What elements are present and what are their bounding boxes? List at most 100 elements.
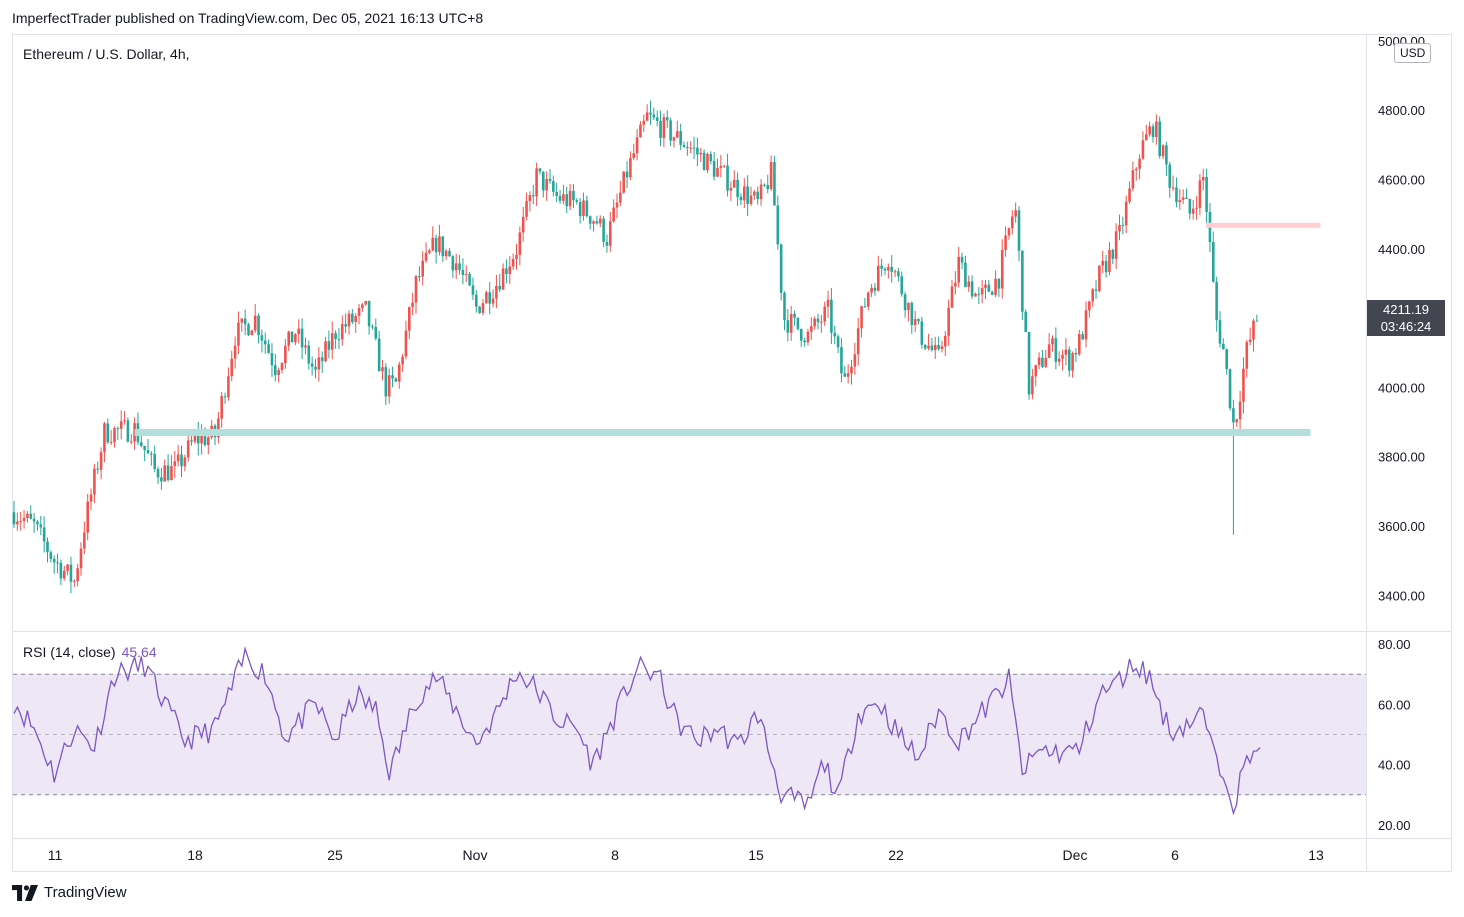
candle-body [434,237,438,253]
candle-body [572,190,575,201]
rsi-legend[interactable]: RSI (14, close) 45.64 [23,644,157,660]
candle-body [170,466,173,481]
candle-body [103,423,106,453]
candle-body [1091,289,1094,302]
candle-body [726,165,729,191]
candle-body [1078,334,1081,355]
candle-body [753,191,756,196]
candle-body [347,313,351,327]
candle-body [686,147,689,149]
candle-body [96,468,100,470]
candle-body [1104,260,1108,273]
candle-body [552,181,555,192]
candle-body [990,291,994,295]
pane-divider[interactable] [12,631,1452,632]
last-price-value: 4211.19 [1382,302,1430,317]
candle-body [987,284,991,292]
candle-body [538,168,542,172]
candle-body [310,363,314,367]
candle-body [290,331,294,343]
candle-body [595,221,599,224]
candle-body [1148,126,1151,135]
candle-body [401,356,404,365]
candle-body [1037,357,1041,366]
candle-body [230,358,234,377]
candle-body [954,282,957,287]
candle-body [1255,320,1259,322]
candle-body [652,114,656,118]
candle-body [729,187,733,191]
candle-body [960,256,964,263]
candle-body [341,324,344,340]
candle-body [1178,199,1182,203]
chart-frame [12,34,1452,872]
candle-body [240,318,244,323]
candle-body [649,112,652,115]
candle-body [699,152,703,155]
footer-branding[interactable]: TradingView [12,884,127,901]
time-tick-label: 13 [1308,847,1324,863]
candle-body [1188,198,1192,214]
price-tick-label: 4400.00 [1378,242,1425,257]
candle-body [1114,231,1118,259]
candle-body [1094,289,1098,291]
candle-body [190,440,193,442]
currency-badge[interactable]: USD [1394,43,1432,63]
candle-body [36,521,39,525]
rsi-tick-label: 60.00 [1378,697,1411,712]
candle-body [227,376,230,398]
candle-body [602,218,605,242]
candle-body [521,216,525,233]
candle-body [374,326,378,339]
candle-body [93,468,96,495]
candle-body [542,171,545,191]
candle-body [364,300,368,305]
candle-body [300,328,304,348]
candle-body [944,335,947,347]
candle-body [408,307,411,331]
candle-body [424,252,428,261]
candle-body [1191,208,1195,214]
candle-body [682,144,686,148]
candle-body [749,195,753,205]
candle-body [1128,188,1131,202]
candle-body [505,268,508,275]
candle-body [397,364,401,382]
candle-body [418,276,421,278]
candle-body [639,124,642,138]
candle-body [414,276,418,303]
candle-body [116,428,120,430]
candle-body [1185,197,1188,199]
candle-body [1057,358,1061,362]
candle-body [531,195,535,197]
candle-body [119,421,123,429]
candle-body [458,263,461,270]
candle-body [83,532,86,549]
candle-body [779,244,783,293]
rsi-legend-value: 45.64 [121,644,157,660]
symbol-legend[interactable]: Ethereum / U.S. Dollar, 4h, [23,46,190,62]
candle-body [297,328,301,335]
candle-body [220,396,223,419]
candle-body [994,278,997,295]
candle-body [766,185,770,190]
candle-body [1098,265,1101,291]
candle-body [877,265,880,291]
candle-body [980,288,984,295]
candle-body [478,306,481,313]
candle-body [609,221,612,246]
candle-body [200,435,203,444]
candle-body [421,260,424,277]
candle-body [1004,235,1007,251]
candle-body [870,287,873,293]
candle-body [337,339,341,341]
candle-body [267,344,270,353]
candle-body [585,200,589,217]
candle-body [243,318,247,325]
candle-body [816,318,820,323]
last-price-tag: 4211.19 03:46:24 [1367,300,1445,336]
candle-body [56,562,59,564]
candle-body [1011,216,1014,229]
candle-body [314,366,317,370]
